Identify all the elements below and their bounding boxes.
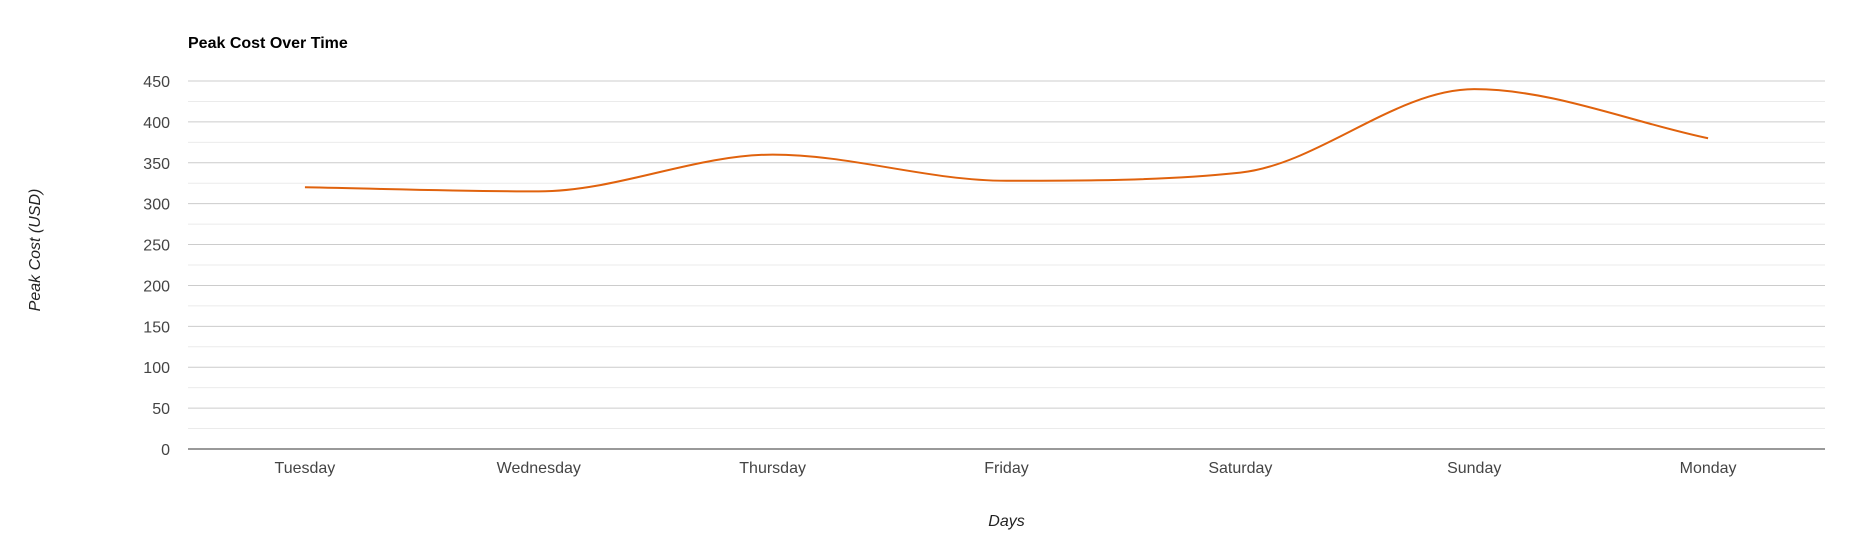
data-point bbox=[770, 152, 776, 158]
x-axis-ticks: Tuesday Wednesday Thursday Friday Saturday Su… bbox=[275, 460, 1737, 477]
x-tick-label: Saturday bbox=[1208, 460, 1272, 477]
y-tick-label: 300 bbox=[143, 197, 170, 214]
y-axis-title: Peak Cost (USD) bbox=[27, 189, 44, 312]
data-point bbox=[1004, 178, 1010, 184]
y-tick-label: 100 bbox=[143, 360, 170, 377]
series-layer bbox=[302, 86, 1711, 194]
y-tick-label: 50 bbox=[152, 401, 170, 418]
gridlines bbox=[188, 80, 1825, 430]
y-axis-ticks: 0 50 100 150 200 250 300 350 400 450 bbox=[143, 74, 170, 459]
y-tick-label: 350 bbox=[143, 156, 170, 173]
x-tick-label: Wednesday bbox=[497, 460, 581, 477]
y-tick-label: 400 bbox=[143, 115, 170, 132]
x-tick-label: Monday bbox=[1680, 460, 1737, 477]
data-point bbox=[1705, 135, 1711, 141]
data-point bbox=[1471, 86, 1477, 92]
x-tick-label: Thursday bbox=[739, 460, 806, 477]
x-axis-title: Days bbox=[988, 513, 1024, 530]
data-point bbox=[536, 188, 542, 194]
chart-title: Peak Cost Over Time bbox=[188, 35, 348, 52]
y-tick-label: 200 bbox=[143, 278, 170, 295]
y-tick-label: 0 bbox=[161, 442, 170, 459]
x-tick-label: Tuesday bbox=[275, 460, 336, 477]
x-tick-label: Friday bbox=[984, 460, 1028, 477]
y-tick-label: 250 bbox=[143, 238, 170, 255]
series-line bbox=[304, 88, 1709, 193]
y-tick-label: 450 bbox=[143, 74, 170, 91]
y-tick-label: 150 bbox=[143, 319, 170, 336]
x-tick-label: Sunday bbox=[1447, 460, 1501, 477]
data-point bbox=[1237, 170, 1243, 176]
data-point bbox=[302, 184, 308, 190]
